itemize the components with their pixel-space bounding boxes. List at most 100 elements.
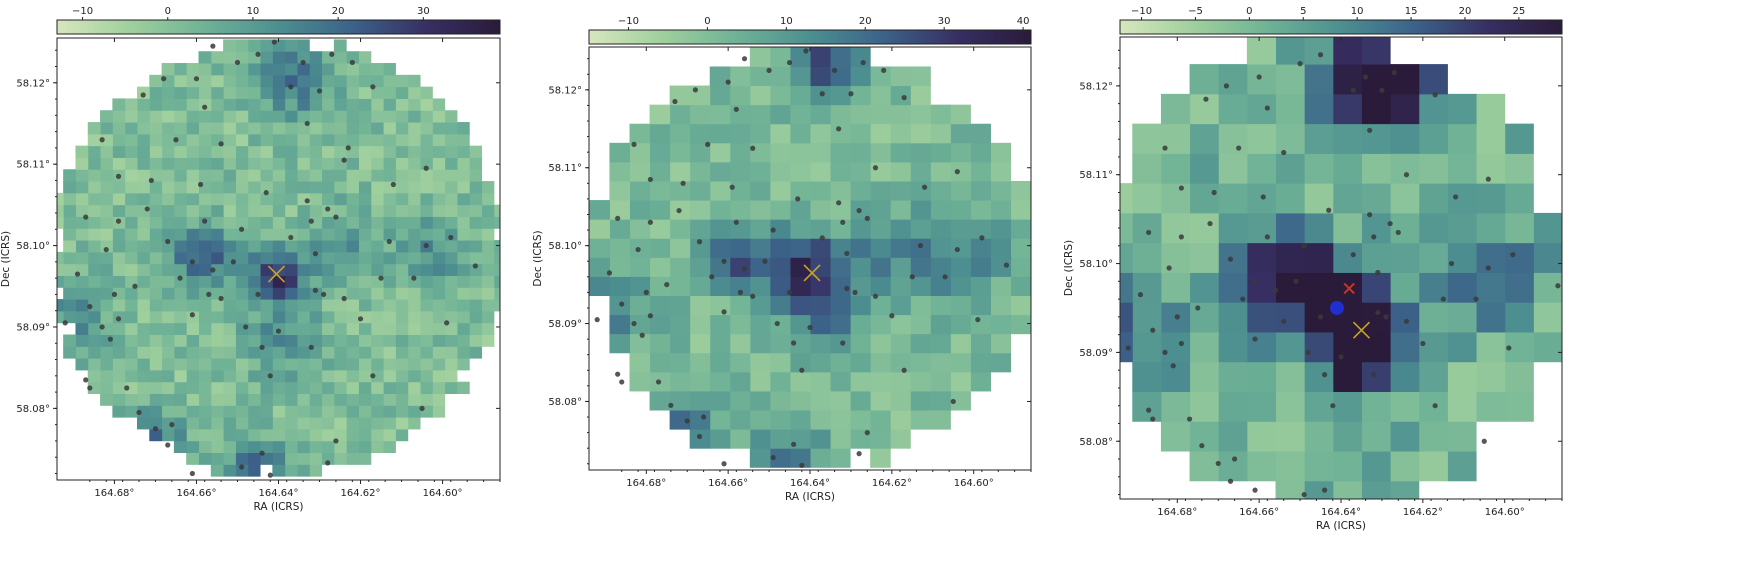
heatmap-cell (850, 104, 871, 125)
heatmap-cell (333, 310, 347, 324)
heatmap-cell (1189, 183, 1219, 214)
heatmap-cell (186, 216, 200, 229)
source-marker (881, 67, 887, 73)
heatmap-cell (910, 314, 931, 335)
heatmap-cell (321, 98, 335, 111)
heatmap-cell (235, 228, 249, 241)
heatmap-cell (75, 192, 89, 206)
heatmap-cell (432, 263, 446, 276)
heatmap-cell (124, 169, 138, 182)
heatmap-cell (173, 275, 187, 288)
heatmap-cell (235, 299, 249, 312)
heatmap-cell (649, 161, 671, 182)
source-marker (349, 59, 355, 66)
source-marker (799, 367, 805, 373)
heatmap-cell (629, 352, 651, 373)
heatmap-cell (284, 334, 298, 347)
heatmap-cell (198, 240, 212, 253)
heatmap-cell (173, 216, 187, 229)
heatmap-cell (432, 322, 446, 335)
heatmap-cell (223, 358, 236, 371)
heatmap-cell (830, 429, 851, 449)
source-marker (1301, 491, 1307, 498)
heatmap-cell (629, 180, 651, 201)
source-marker (631, 320, 637, 327)
source-marker (345, 145, 351, 151)
heatmap-cell (198, 322, 212, 335)
heatmap-cell (1275, 212, 1305, 244)
heatmap-cell (810, 429, 831, 449)
heatmap-cell (321, 440, 335, 454)
heatmap-cell (870, 429, 891, 449)
heatmap-cell (729, 219, 751, 239)
heatmap-cell (346, 74, 359, 88)
heatmap-cell (358, 322, 372, 335)
heatmap-cell (456, 334, 470, 347)
heatmap-cell (247, 122, 261, 135)
heatmap-cell (87, 133, 101, 147)
heatmap-cell (235, 181, 249, 194)
heatmap-cell (173, 428, 187, 442)
heatmap-cell (260, 74, 273, 88)
heatmap-cell (1447, 272, 1477, 303)
heatmap-cell (173, 287, 187, 300)
source-marker (975, 317, 981, 323)
heatmap-cell (729, 333, 751, 354)
source-marker (803, 48, 809, 54)
heatmap-cell (309, 417, 323, 430)
heatmap-cell (769, 429, 791, 449)
heatmap-cell (333, 275, 347, 288)
heatmap-cell (729, 371, 751, 392)
heatmap-cell (589, 276, 610, 297)
heatmap-cell (161, 263, 175, 276)
heatmap-cell (689, 276, 711, 297)
heatmap-cell (383, 369, 396, 383)
heatmap-cell (247, 216, 261, 229)
heatmap-cell (432, 310, 446, 324)
heatmap-cell (370, 133, 384, 147)
heatmap-cell (136, 240, 150, 253)
heatmap-cell (1390, 153, 1420, 184)
heatmap-cell (669, 123, 691, 144)
source-marker (263, 190, 269, 196)
source-marker (148, 177, 154, 184)
colorbar-tick-label: 25 (1513, 6, 1526, 17)
heatmap-cell (420, 393, 433, 406)
heatmap-cell (469, 192, 483, 206)
heatmap-cell (1361, 451, 1391, 482)
heatmap-cell (247, 358, 261, 371)
heatmap-cell (709, 66, 731, 87)
heatmap-cell (173, 381, 187, 395)
heatmap-cell (284, 122, 298, 135)
heatmap-cell (990, 276, 1012, 297)
heatmap-cell (161, 310, 175, 324)
heatmap-cell (260, 299, 273, 312)
heatmap-cell (100, 381, 113, 395)
heatmap-cell (950, 104, 971, 125)
heatmap-cell (112, 110, 126, 123)
heatmap-cell (709, 410, 731, 430)
heatmap-cell (1189, 421, 1219, 452)
heatmap-cell (223, 122, 236, 135)
heatmap-cell (370, 334, 384, 347)
heatmap-cell (689, 161, 711, 182)
heatmap-cell (260, 381, 273, 395)
heatmap-cell (272, 216, 286, 229)
heatmap-cell (136, 228, 150, 241)
heatmap-cell (407, 240, 421, 253)
heatmap-cell (346, 251, 359, 265)
heatmap-cell (407, 287, 421, 300)
heatmap-cell (1246, 242, 1277, 273)
heatmap-cell (420, 133, 433, 147)
heatmap-cell (358, 145, 372, 158)
source-marker (619, 301, 625, 307)
heatmap-cell (186, 63, 200, 76)
heatmap-cell (709, 161, 731, 182)
heatmap-cell (1390, 272, 1420, 303)
heatmap-cell (272, 287, 286, 300)
heatmap-cell (136, 287, 150, 300)
source-marker (444, 320, 450, 326)
heatmap-cell (149, 122, 163, 135)
heatmap-cell (112, 122, 126, 135)
heatmap-cell (1361, 93, 1391, 125)
